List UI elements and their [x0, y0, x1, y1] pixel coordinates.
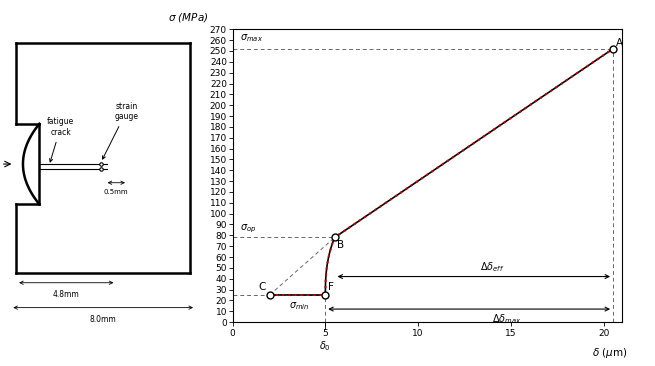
- Text: 4.8mm: 4.8mm: [53, 290, 80, 299]
- Text: $\sigma$ (MPa): $\sigma$ (MPa): [168, 11, 208, 24]
- Text: 0.5mm: 0.5mm: [104, 188, 128, 195]
- Text: fatigue
crack: fatigue crack: [47, 117, 74, 162]
- Text: strain
gauge: strain gauge: [103, 102, 138, 159]
- Text: $\Delta\delta_{max}$: $\Delta\delta_{max}$: [491, 312, 521, 326]
- Text: B: B: [337, 240, 345, 250]
- Text: $\delta$ ($\mu$m): $\delta$ ($\mu$m): [592, 346, 627, 360]
- Text: $\sigma_{max}$: $\sigma_{max}$: [240, 33, 263, 44]
- Text: $\Delta\delta_{eff}$: $\Delta\delta_{eff}$: [480, 261, 504, 274]
- Text: 8.0mm: 8.0mm: [90, 315, 117, 324]
- Text: F: F: [328, 282, 334, 292]
- Text: C: C: [259, 282, 266, 292]
- Text: $\sigma_{op}$: $\sigma_{op}$: [240, 223, 256, 235]
- Text: A: A: [616, 38, 623, 48]
- Text: $\sigma_{min}$: $\sigma_{min}$: [289, 300, 310, 312]
- Text: $\delta_0$: $\delta_0$: [320, 339, 331, 353]
